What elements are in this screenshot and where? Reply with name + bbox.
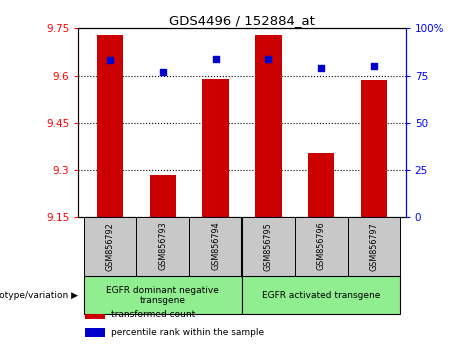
Text: GSM856795: GSM856795	[264, 222, 273, 270]
Point	[265, 56, 272, 61]
Bar	[85, 310, 105, 319]
Point	[318, 65, 325, 71]
Bar	[242, 276, 401, 314]
Point	[159, 69, 166, 75]
Bar	[85, 328, 105, 337]
Text: GSM856794: GSM856794	[211, 222, 220, 270]
Bar	[136, 217, 189, 276]
Bar	[348, 217, 401, 276]
Bar	[150, 175, 176, 217]
Bar	[83, 217, 136, 276]
Text: GSM856796: GSM856796	[317, 222, 326, 270]
Text: GSM856797: GSM856797	[370, 222, 378, 270]
Title: GDS4496 / 152884_at: GDS4496 / 152884_at	[169, 14, 315, 27]
Bar	[295, 217, 348, 276]
Text: GSM856793: GSM856793	[158, 222, 167, 270]
Text: percentile rank within the sample: percentile rank within the sample	[111, 328, 264, 337]
Point	[212, 56, 219, 61]
Point	[370, 63, 378, 69]
Bar	[308, 153, 334, 217]
Text: GSM856792: GSM856792	[106, 222, 114, 270]
Text: genotype/variation ▶: genotype/variation ▶	[0, 291, 78, 300]
Text: EGFR dominant negative
transgene: EGFR dominant negative transgene	[106, 286, 219, 305]
Point	[106, 58, 114, 63]
Bar	[242, 217, 295, 276]
Bar	[97, 35, 123, 217]
Bar	[83, 276, 242, 314]
Bar	[361, 80, 387, 217]
Bar	[189, 217, 242, 276]
Bar	[255, 35, 282, 217]
Text: transformed count: transformed count	[111, 310, 195, 319]
Text: EGFR activated transgene: EGFR activated transgene	[262, 291, 380, 300]
Bar	[202, 79, 229, 217]
